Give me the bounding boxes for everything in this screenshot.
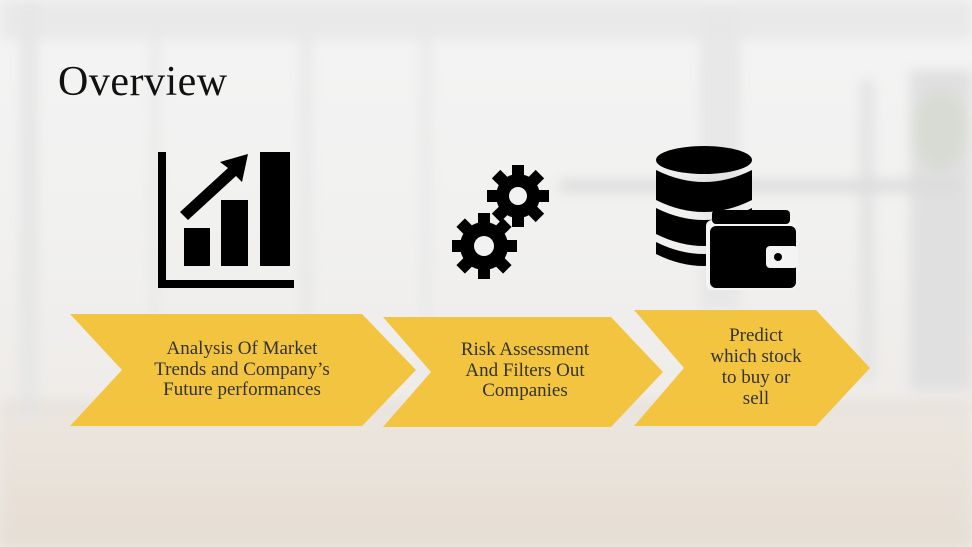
process-step-2-label: Risk Assessment And Filters Out Companie…: [460, 338, 590, 402]
process-step-3: [634, 310, 870, 426]
gears-icon: [452, 165, 549, 279]
bar-chart-growth-icon: [158, 152, 294, 288]
process-step-1-label: Analysis Of Market Trends and Company’s …: [154, 337, 330, 401]
process-step-3-label: Predict which stock to buy or sell: [710, 325, 802, 409]
slide-title: Overview: [58, 59, 228, 105]
database-wallet-icon: [656, 146, 798, 290]
process-step-2: [383, 317, 663, 427]
process-step-1: [70, 314, 416, 426]
